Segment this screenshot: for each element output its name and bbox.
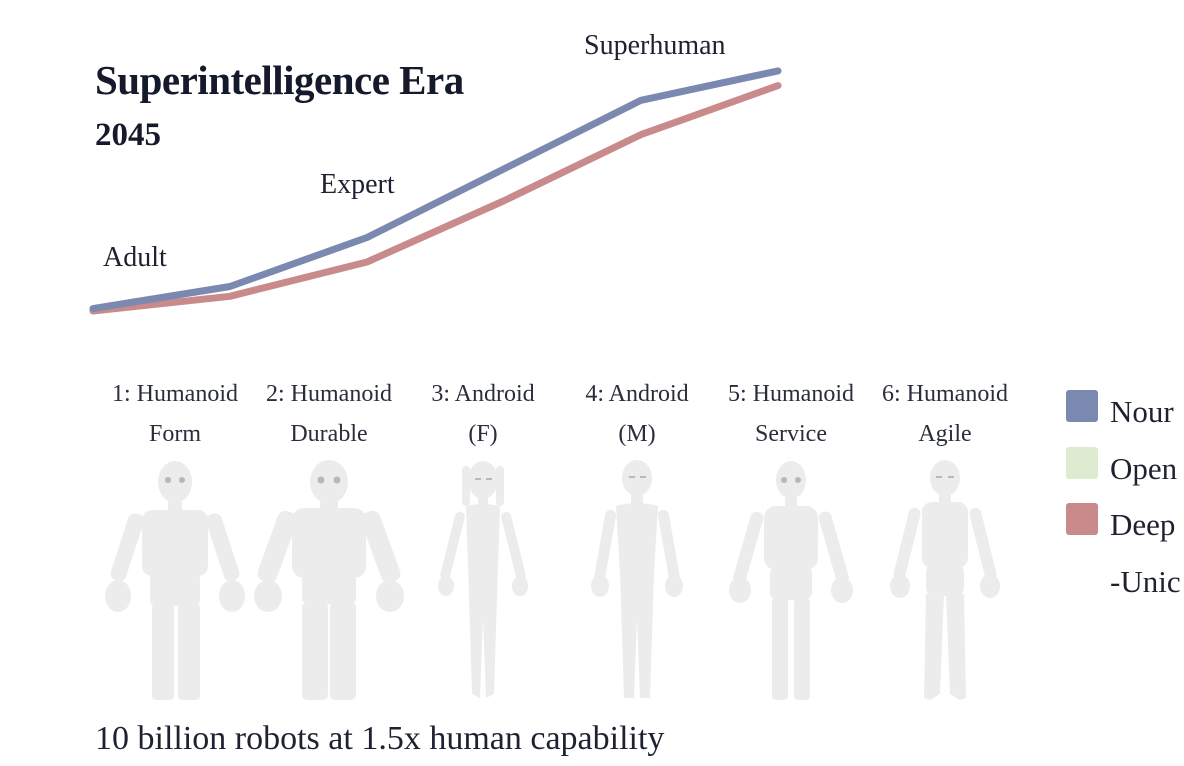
legend-label: Nour <box>1110 394 1174 429</box>
robot-type-1: 1: Humanoid Form <box>95 374 255 703</box>
legend-swatch <box>1066 390 1098 422</box>
robot-type-label: 1: Humanoid <box>112 381 238 407</box>
legend-label: Deep <box>1110 507 1176 542</box>
series-line-0 <box>89 67 782 313</box>
footer-caption: 10 billion robots at 1.5x human capabili… <box>95 720 665 757</box>
humanoid-robot-icon <box>105 461 245 700</box>
male-android-icon <box>591 460 683 698</box>
robot-type-sublabel: Durable <box>290 421 368 447</box>
humanoid-robot-icon <box>729 461 853 700</box>
robot-type-sublabel: Form <box>148 421 201 447</box>
robot-type-label: 4: Android <box>585 381 689 407</box>
robot-type-label: 3: Android <box>431 381 535 407</box>
chart-title: Superintelligence Era <box>95 57 464 103</box>
robot-type-sublabel: (F) <box>468 421 498 447</box>
annotation-expert: Expert <box>320 169 395 200</box>
humanoid-robot-icon <box>254 460 404 700</box>
capability-line-chart <box>89 67 782 315</box>
robot-type-label: 2: Humanoid <box>266 381 392 407</box>
robot-type-sublabel: Agile <box>918 421 972 447</box>
legend-label: -Unic <box>1110 564 1181 599</box>
robot-type-2: 2: Humanoid Durable <box>249 374 409 703</box>
legend-swatch <box>1066 447 1098 479</box>
chart-subtitle: 2045 <box>95 117 161 153</box>
annotation-superhuman: Superhuman <box>584 30 726 61</box>
robot-type-3: 3: Android (F) <box>403 374 563 703</box>
humanoid-robot-icon <box>890 460 1000 700</box>
robot-types-row: 1: Humanoid Form 2: Humanoid Durable <box>95 374 1030 714</box>
legend-swatch <box>1066 503 1098 535</box>
robot-type-label: 5: Humanoid <box>728 381 854 407</box>
robot-type-label: 6: Humanoid <box>882 381 1008 407</box>
robot-type-sublabel: Service <box>755 421 827 447</box>
series-line-1 <box>89 82 782 315</box>
robot-type-4: 4: Android (M) <box>557 374 717 703</box>
robot-type-5: 5: Humanoid Service <box>711 374 871 703</box>
annotation-adult: Adult <box>103 242 167 273</box>
female-android-icon <box>438 461 528 698</box>
legend-label: Open <box>1110 451 1178 486</box>
robot-type-6: 6: Humanoid Agile <box>865 374 1025 703</box>
robot-type-sublabel: (M) <box>618 421 656 447</box>
